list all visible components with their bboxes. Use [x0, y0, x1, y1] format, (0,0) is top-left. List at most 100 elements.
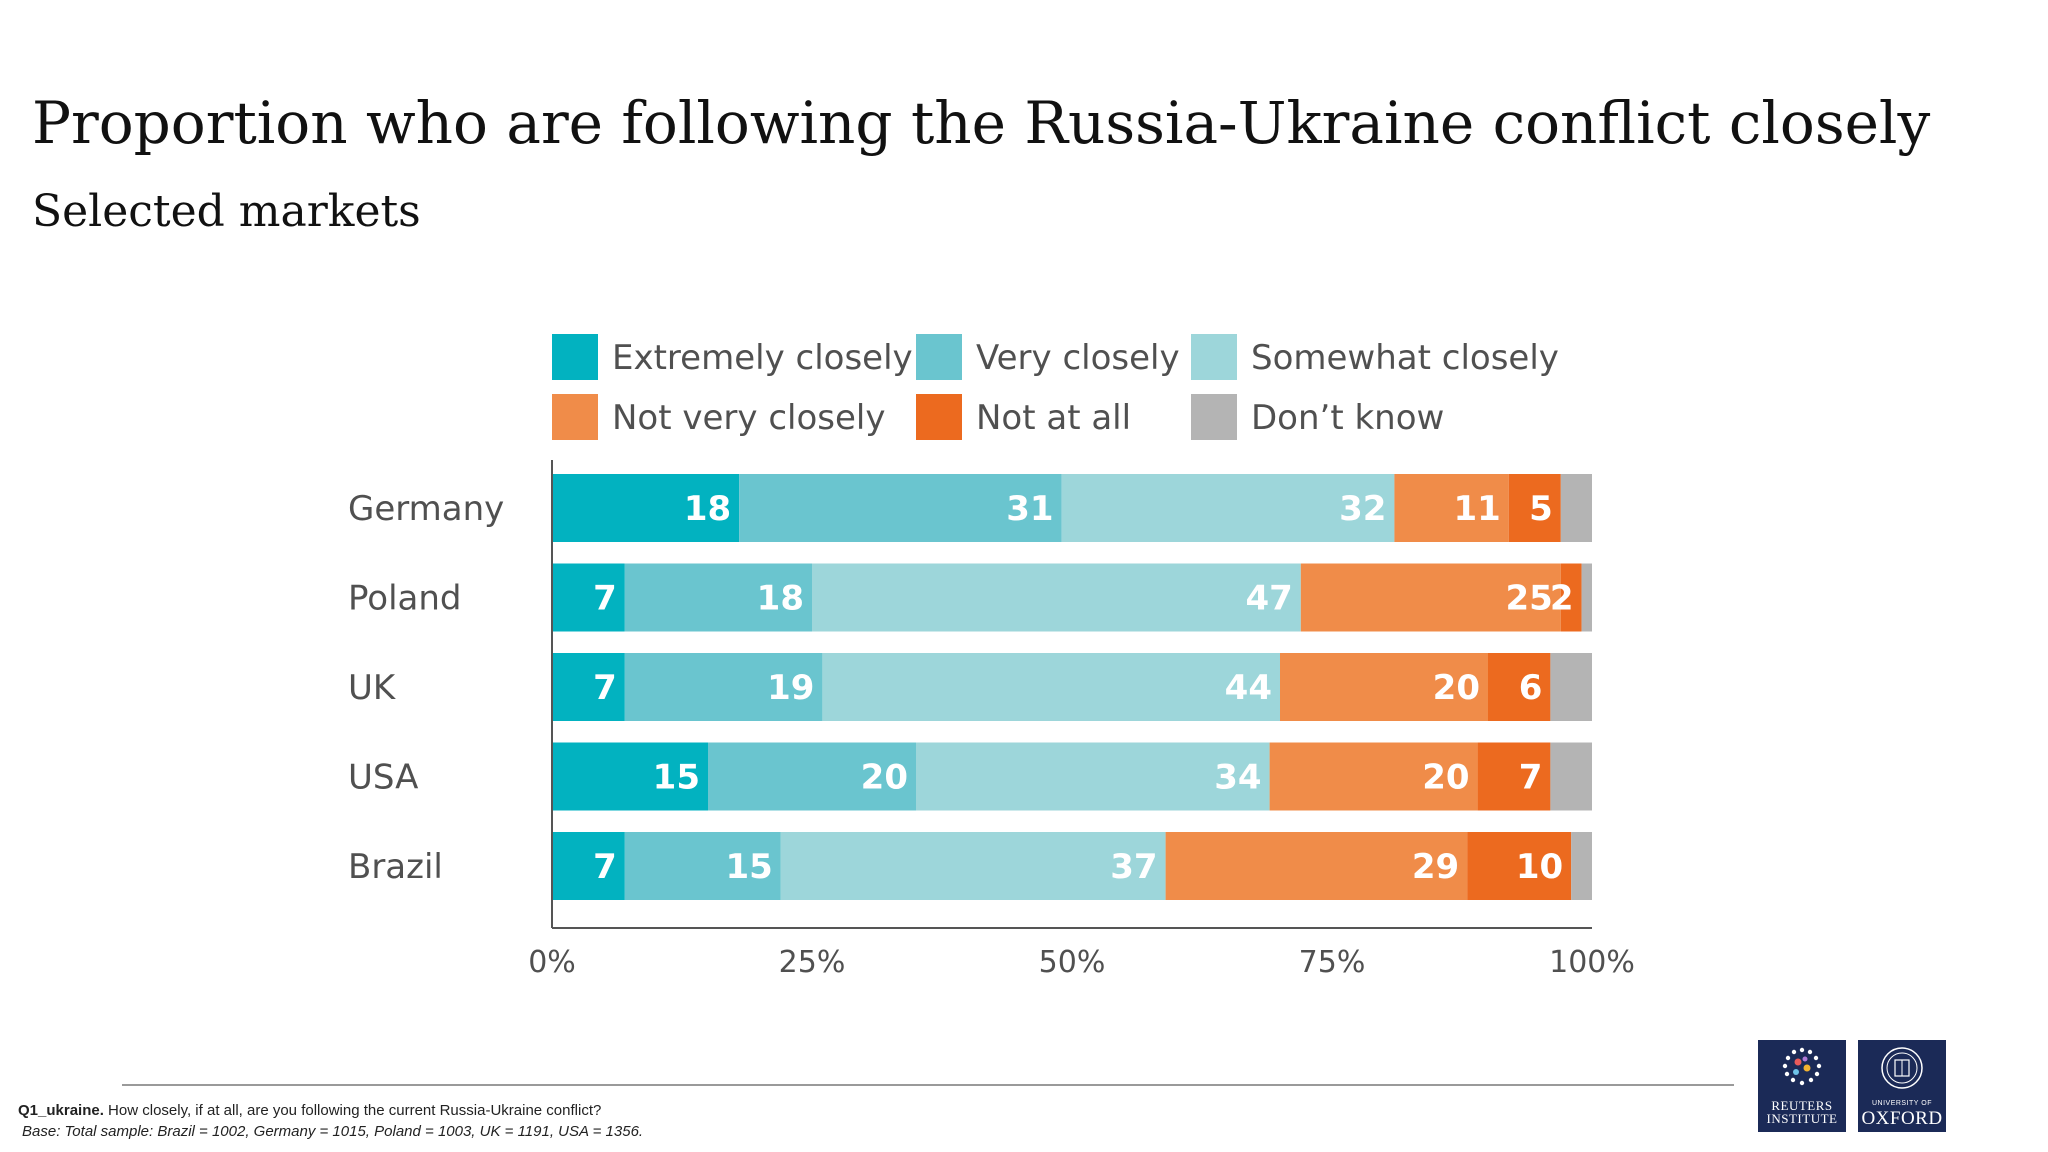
- reuters-institute-logo: REUTERS INSTITUTE: [1758, 1040, 1846, 1132]
- data-label-usa-somewhat-closely: 34: [1214, 758, 1261, 798]
- legend-item-not-at-all: Not at all: [916, 394, 1131, 440]
- data-label-germany-not-very-closely: 11: [1453, 489, 1500, 529]
- data-label-germany-very-closely: 31: [1006, 489, 1053, 529]
- x-tick-label-25: 25%: [779, 945, 846, 980]
- question-code: Q1_ukraine.: [18, 1102, 104, 1119]
- bar-usa-extremely-closely: [552, 742, 708, 811]
- data-label-uk-very-closely: 19: [767, 668, 814, 708]
- x-tick-label-50: 50%: [1039, 945, 1106, 980]
- chart-axes: Germany Poland UK USA Brazil 0% 25% 50% 75% 100%: [348, 460, 1635, 980]
- legend-swatch-extremely-closely: [552, 334, 598, 380]
- category-label-uk: UK: [348, 668, 397, 708]
- data-label-poland-not-at-all: 2: [1550, 579, 1574, 619]
- footnote-question: Q1_ukraine. How closely, if at all, are …: [18, 1100, 643, 1121]
- legend-label-not-very-closely: Not very closely: [612, 398, 885, 438]
- data-label-brazil-not-at-all: 10: [1516, 847, 1563, 887]
- legend-label-not-at-all: Not at all: [976, 398, 1131, 438]
- footnote-base: Base: Total sample: Brazil = 1002, Germa…: [22, 1123, 644, 1140]
- bar-usa-somewhat-closely: [916, 742, 1270, 811]
- reuters-dots-icon: [1782, 1047, 1822, 1086]
- bar-germany-very-closely: [739, 474, 1062, 542]
- bar-brazil-not-at-all: [1467, 832, 1572, 900]
- data-label-germany-not-at-all: 5: [1529, 489, 1553, 529]
- data-label-poland-not-very-closely: 25: [1505, 579, 1552, 619]
- bar-usa-very-closely: [708, 742, 916, 811]
- data-label-poland-somewhat-closely: 47: [1245, 579, 1292, 619]
- bar-uk-somewhat-closely: [822, 653, 1280, 721]
- slide-title: Proportion who are following the Russia-…: [32, 89, 1931, 157]
- bar-poland-very-closely: [624, 563, 812, 632]
- legend-swatch-not-at-all: [916, 394, 962, 440]
- data-label-poland-very-closely: 18: [757, 579, 804, 619]
- bar-usa-don-t-know: [1550, 742, 1592, 811]
- bar-usa-not-very-closely: [1269, 742, 1478, 811]
- chart-legend: Extremely closely Very closely Somewhat cl…: [552, 334, 1559, 440]
- reuters-logo-text: REUTERS INSTITUTE: [1766, 1098, 1838, 1126]
- bar-poland-don-t-know: [1581, 563, 1592, 632]
- legend-label-very-closely: Very closely: [976, 338, 1180, 378]
- bar-brazil-somewhat-closely: [780, 832, 1166, 900]
- legend-label-extremely-closely: Extremely closely: [612, 338, 913, 378]
- chart-bars: 18 31 32 11 5 7 18 47 252 7 19 44 20 6 15 20 34 20 7 7 15 37 2…: [552, 474, 1592, 900]
- bar-germany-don-t-know: [1560, 474, 1592, 542]
- data-label-usa-extremely-closely: 15: [653, 758, 700, 798]
- legend-item-somewhat-closely: Somewhat closely: [1191, 334, 1559, 380]
- bar-brazil-don-t-know: [1571, 832, 1592, 900]
- oxford-university-logo: UNIVERSITY OF OXFORD: [1858, 1040, 1946, 1132]
- legend-item-extremely-closely: Extremely closely: [552, 334, 913, 380]
- footnote: Q1_ukraine. How closely, if at all, are …: [18, 1100, 643, 1142]
- question-text: How closely, if at all, are you followin…: [103, 1102, 602, 1119]
- oxford-logo-text: OXFORD: [1861, 1108, 1943, 1129]
- data-label-usa-not-at-all: 7: [1519, 758, 1543, 798]
- bar-poland-extremely-closely: [552, 563, 625, 632]
- footer-divider: [122, 1084, 1734, 1086]
- slide-subtitle: Selected markets: [32, 186, 421, 237]
- x-tick-label-0: 0%: [528, 945, 576, 980]
- bar-germany-not-very-closely: [1394, 474, 1509, 542]
- bar-germany-extremely-closely: [552, 474, 740, 542]
- oxford-logo-small-text: UNIVERSITY OF: [1871, 1100, 1933, 1107]
- bar-uk-very-closely: [624, 653, 823, 721]
- legend-label-somewhat-closely: Somewhat closely: [1251, 338, 1559, 378]
- legend-item-not-very-closely: Not very closely: [552, 394, 885, 440]
- data-label-poland-extremely-closely: 7: [593, 579, 617, 619]
- bar-uk-don-t-know: [1550, 653, 1592, 721]
- bar-uk-not-at-all: [1488, 653, 1551, 721]
- category-label-brazil: Brazil: [348, 847, 443, 887]
- data-label-usa-very-closely: 20: [861, 758, 908, 798]
- bar-brazil-not-very-closely: [1165, 832, 1468, 900]
- data-label-usa-not-very-closely: 20: [1422, 758, 1469, 798]
- legend-swatch-very-closely: [916, 334, 962, 380]
- x-tick-label-100: 100%: [1549, 945, 1635, 980]
- x-tick-label-75: 75%: [1299, 945, 1366, 980]
- data-label-brazil-not-very-closely: 29: [1412, 847, 1459, 887]
- data-label-germany-somewhat-closely: 32: [1339, 489, 1386, 529]
- bar-uk-extremely-closely: [552, 653, 625, 721]
- legend-item-don-t-know: Don’t know: [1191, 394, 1444, 440]
- data-label-brazil-somewhat-closely: 37: [1110, 847, 1157, 887]
- bar-uk-not-very-closely: [1280, 653, 1488, 721]
- legend-swatch-don-t-know: [1191, 394, 1237, 440]
- bar-brazil-extremely-closely: [552, 832, 625, 900]
- bar-germany-somewhat-closely: [1061, 474, 1395, 542]
- category-label-germany: Germany: [348, 489, 504, 529]
- data-label-brazil-extremely-closely: 7: [593, 847, 617, 887]
- data-label-uk-somewhat-closely: 44: [1225, 668, 1272, 708]
- data-label-uk-extremely-closely: 7: [593, 668, 617, 708]
- data-label-uk-not-very-closely: 20: [1433, 668, 1480, 708]
- legend-label-don-t-know: Don’t know: [1251, 398, 1444, 438]
- legend-swatch-not-very-closely: [552, 394, 598, 440]
- bar-usa-not-at-all: [1477, 742, 1551, 811]
- data-label-germany-extremely-closely: 18: [684, 489, 731, 529]
- legend-item-very-closely: Very closely: [916, 334, 1180, 380]
- legend-swatch-somewhat-closely: [1191, 334, 1237, 380]
- bar-poland-not-very-closely: [1300, 563, 1561, 632]
- data-label-uk-not-at-all: 6: [1519, 668, 1543, 708]
- category-label-usa: USA: [348, 758, 418, 798]
- bar-brazil-very-closely: [624, 832, 781, 900]
- bar-germany-not-at-all: [1508, 474, 1561, 542]
- oxford-crest-icon: [1881, 1047, 1923, 1089]
- data-label-brazil-very-closely: 15: [725, 847, 772, 887]
- bar-poland-not-at-all: [1560, 563, 1582, 632]
